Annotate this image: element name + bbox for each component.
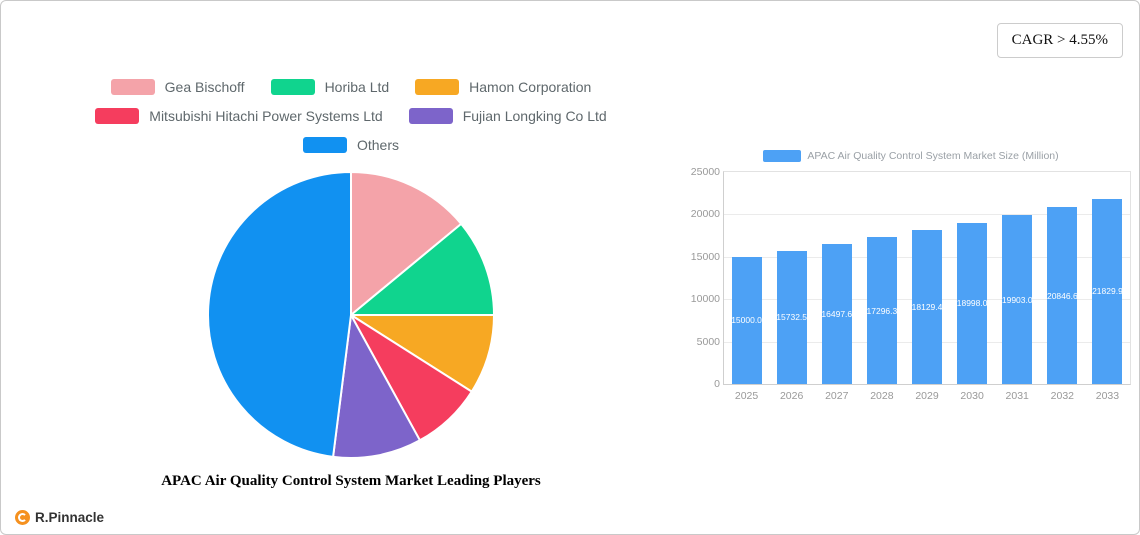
bar-plot-row: 0 5000 10000 15000 20000 25000 15000.0 2025 1573…: [683, 166, 1139, 402]
pie-chart-title: APAC Air Quality Control System Market L…: [161, 473, 541, 489]
bar-legend-label: APAC Air Quality Control System Market S…: [807, 150, 1059, 162]
x-axis-label: 2032: [1050, 390, 1074, 402]
bar-legend-swatch: [763, 150, 802, 162]
legend-item[interactable]: Others: [302, 137, 399, 153]
bar-value-label: 19903.0: [1001, 294, 1033, 305]
legend-label: Others: [356, 137, 399, 153]
bar-chart-legend[interactable]: APAC Air Quality Control System Market S…: [683, 149, 1139, 163]
pie-slice[interactable]: [207, 170, 352, 458]
bar-plot-area: 0 5000 10000 15000 20000 25000 15000.0 2025 1573…: [691, 166, 1131, 402]
bar[interactable]: 21829.9: [1092, 198, 1123, 384]
bar-value-label: 18129.4: [911, 302, 943, 313]
x-axis-label: 2026: [779, 390, 804, 402]
bar-value-label: 20846.6: [1046, 290, 1078, 301]
pie-slice[interactable]: [331, 311, 422, 459]
pie-chart: [41, 169, 661, 461]
legend-label: Mitsubishi Hitachi Power Systems Ltd: [149, 108, 383, 124]
y-axis-label: 10000: [690, 293, 720, 306]
legend-item[interactable]: Horiba Ltd: [270, 79, 390, 95]
bar[interactable]: 18129.4: [912, 230, 942, 384]
bar-chart-section: APAC Air Quality Control System Market S…: [683, 149, 1139, 402]
x-axis-label: 2027: [825, 390, 849, 402]
bar[interactable]: 19903.0: [1001, 215, 1033, 384]
legend-swatch: [415, 79, 460, 95]
bar[interactable]: 15732.5: [776, 250, 808, 384]
legend-row: Mitsubishi Hitachi Power Systems Ltd Fuji…: [95, 108, 607, 124]
legend-swatch: [408, 108, 453, 124]
x-axis-label: 2031: [1005, 390, 1029, 402]
legend-label: Gea Bischoff: [164, 79, 245, 95]
bar-value-label: 21829.9: [1092, 286, 1123, 297]
bar[interactable]: 16497.6: [821, 244, 853, 384]
legend-swatch: [302, 137, 347, 153]
x-axis-label: 2028: [870, 390, 894, 402]
y-axis-label: 20000: [690, 208, 720, 221]
brand-logo: R.Pinnacle: [15, 510, 104, 525]
bar[interactable]: 15000.0: [731, 256, 762, 384]
y-axis-label: 5000: [696, 335, 720, 348]
x-axis-label: 2033: [1095, 390, 1120, 402]
legend-row: Gea Bischoff Horiba Ltd Hamon Corporation: [110, 79, 591, 95]
x-axis-label: 2025: [734, 390, 759, 402]
bar[interactable]: 17296.3: [867, 237, 897, 384]
legend-row: Others: [302, 137, 399, 153]
legend-item[interactable]: Fujian Longking Co Ltd: [408, 108, 607, 124]
legend-swatch: [270, 79, 315, 95]
legend-swatch: [95, 108, 140, 124]
x-axis-label: 2030: [960, 390, 984, 402]
bar[interactable]: 18998.0: [956, 222, 988, 384]
x-axis-label: 2029: [915, 390, 939, 402]
legend-label: Hamon Corporation: [469, 79, 592, 95]
pie-chart-section: Gea Bischoff Horiba Ltd Hamon Corporation M…: [41, 79, 661, 490]
pie-slice[interactable]: [350, 170, 463, 318]
bar-value-label: 15732.5: [776, 312, 808, 323]
bar[interactable]: 20846.6: [1046, 207, 1078, 384]
pie-slice[interactable]: [348, 222, 496, 316]
gridline: [724, 214, 1130, 216]
legend-item[interactable]: Hamon Corporation: [415, 79, 591, 95]
y-axis-label: 25000: [690, 166, 720, 178]
legend-swatch: [110, 79, 155, 95]
y-axis-label: 0: [714, 378, 720, 390]
y-axis-label: 15000: [690, 250, 720, 263]
bar-value-label: 15000.0: [731, 315, 762, 326]
legend-item[interactable]: Mitsubishi Hitachi Power Systems Ltd: [95, 108, 383, 124]
legend-label: Horiba Ltd: [324, 79, 390, 95]
bar-value-label: 17296.3: [866, 305, 898, 316]
pie-legend: Gea Bischoff Horiba Ltd Hamon Corporation M…: [41, 79, 661, 153]
cagr-badge: CAGR > 4.55%: [996, 23, 1123, 58]
legend-label: Fujian Longking Co Ltd: [462, 108, 607, 124]
bar-value-label: 18998.0: [956, 298, 988, 309]
pie-slice[interactable]: [347, 314, 496, 394]
bar-value-label: 16497.6: [821, 309, 853, 320]
brand-logo-icon: [15, 510, 30, 525]
legend-item[interactable]: Gea Bischoff: [110, 79, 245, 95]
brand-logo-text: R.Pinnacle: [35, 510, 105, 525]
